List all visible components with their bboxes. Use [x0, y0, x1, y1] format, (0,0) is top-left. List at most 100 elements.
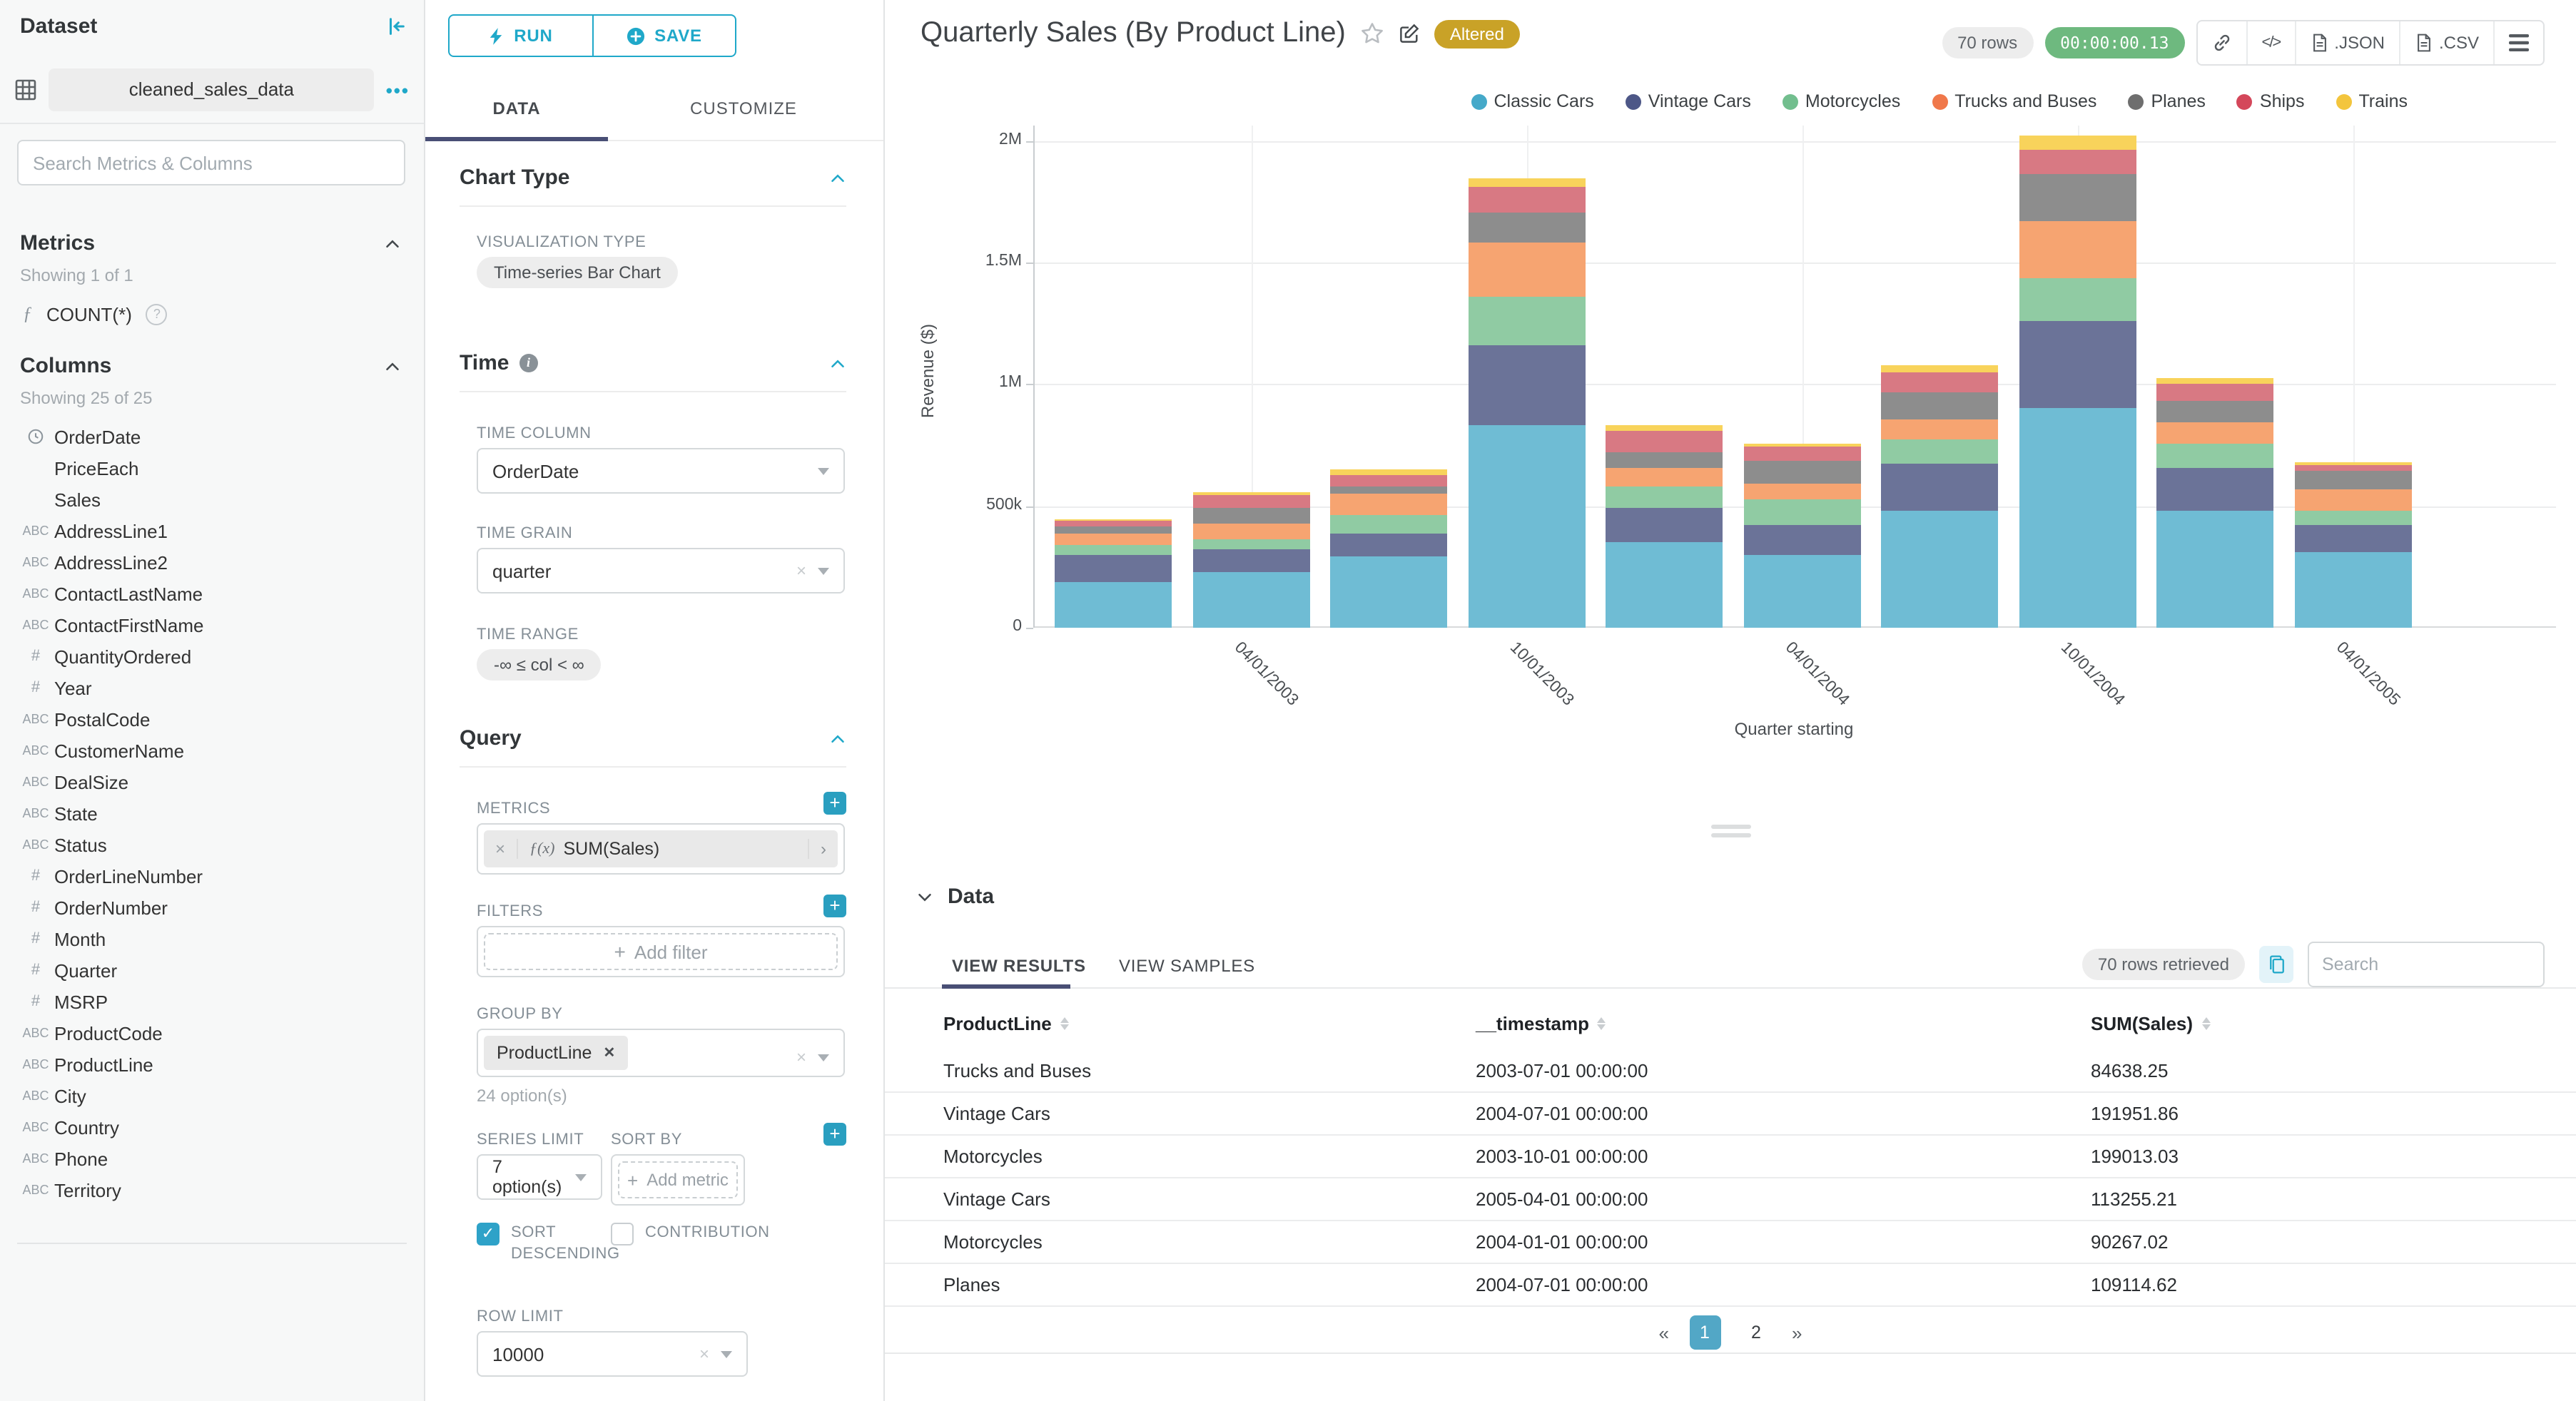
bar-segment-planes[interactable] [1468, 213, 1585, 243]
add-sort-metric-dropzone[interactable]: + Add metric [618, 1161, 738, 1198]
sort-descending-checkbox-row[interactable]: ✓ SORT DESCENDING [477, 1223, 619, 1265]
bar-segment-trucks-and-buses[interactable] [1743, 483, 1860, 499]
share-link-button[interactable] [2197, 21, 2246, 64]
bar-segment-planes[interactable] [1743, 460, 1860, 484]
export-csv-button[interactable]: .CSV [2398, 21, 2493, 64]
sort-icon[interactable] [1060, 1017, 1069, 1030]
bar-2003-04-01[interactable] [1192, 491, 1309, 628]
bar-segment-planes[interactable] [1055, 526, 1172, 534]
group-by-box[interactable]: ProductLine ✕ × [477, 1029, 845, 1077]
bar-segment-classic-cars[interactable] [1881, 510, 1998, 628]
bar-2005-04-01[interactable] [2294, 462, 2411, 628]
bar-segment-ships[interactable] [1606, 430, 1723, 452]
column-item-contactlastname[interactable]: ABC ContactLastName [0, 578, 424, 609]
bar-segment-trains[interactable] [1055, 519, 1172, 521]
bar-segment-classic-cars[interactable] [1468, 425, 1585, 628]
table-header--timestamp[interactable]: __timestamp [1476, 1013, 1606, 1034]
bar-segment-vintage-cars[interactable] [2019, 320, 2136, 409]
bar-segment-classic-cars[interactable] [2294, 552, 2411, 628]
bar-segment-vintage-cars[interactable] [1468, 345, 1585, 426]
bar-2003-07-01[interactable] [1330, 469, 1447, 628]
table-row[interactable]: Motorcycles 2003-10-01 00:00:00 199013.03 [885, 1136, 2576, 1178]
tab-customize[interactable]: CUSTOMIZE [690, 98, 797, 118]
bar-chart-plot[interactable]: 04/01/2003 10/01/2003 04/01/2004 10/01/2004… [1033, 126, 2556, 709]
bar-segment-ships[interactable] [1330, 475, 1447, 487]
columns-section-header[interactable]: Columns [20, 354, 401, 378]
bar-segment-ships[interactable] [1468, 187, 1585, 213]
bar-segment-ships[interactable] [2156, 384, 2273, 402]
column-item-country[interactable]: ABC Country [0, 1111, 424, 1143]
bar-segment-vintage-cars[interactable] [2294, 524, 2411, 553]
search-metrics-columns-input[interactable] [17, 140, 405, 185]
legend-item-vintage-cars[interactable]: Vintage Cars [1625, 91, 1751, 111]
copy-button[interactable] [2259, 946, 2293, 983]
column-item-state[interactable]: ABC State [0, 798, 424, 829]
series-limit-select[interactable]: 7 option(s) [477, 1154, 602, 1200]
remove-chip-icon[interactable]: ✕ [603, 1045, 616, 1061]
add-filter-dropzone[interactable]: + Add filter [484, 933, 838, 970]
bar-segment-trains[interactable] [2156, 377, 2273, 384]
expand-metric-icon[interactable]: › [808, 839, 838, 859]
column-item-priceeach[interactable]: PriceEach [0, 452, 424, 484]
legend-item-classic-cars[interactable]: Classic Cars [1471, 91, 1594, 111]
bar-segment-motorcycles[interactable] [1468, 296, 1585, 345]
bar-segment-motorcycles[interactable] [1606, 486, 1723, 509]
bar-segment-trucks-and-buses[interactable] [1055, 534, 1172, 545]
data-section-header[interactable]: Data [916, 885, 994, 909]
bar-segment-planes[interactable] [2156, 401, 2273, 422]
table-header-sum-sales-[interactable]: SUM(Sales) [2091, 1013, 2211, 1034]
row-limit-select[interactable]: 10000 × [477, 1331, 748, 1377]
bar-segment-trucks-and-buses[interactable] [1330, 494, 1447, 515]
bar-segment-motorcycles[interactable] [1881, 439, 1998, 464]
column-item-addressline1[interactable]: ABC AddressLine1 [0, 515, 424, 546]
bar-segment-trucks-and-buses[interactable] [1881, 419, 1998, 440]
save-button[interactable]: SAVE [592, 16, 735, 56]
bar-segment-ships[interactable] [1743, 447, 1860, 461]
legend-item-ships[interactable]: Ships [2236, 91, 2304, 111]
table-row[interactable]: Motorcycles 2004-01-01 00:00:00 90267.02 [885, 1221, 2576, 1264]
bar-segment-trucks-and-buses[interactable] [1468, 242, 1585, 297]
bar-segment-motorcycles[interactable] [1055, 544, 1172, 555]
bar-segment-trains[interactable] [1468, 178, 1585, 188]
run-button[interactable]: RUN [450, 16, 592, 56]
contribution-checkbox-row[interactable]: CONTRIBUTION [611, 1223, 770, 1245]
column-item-customername[interactable]: ABC CustomerName [0, 735, 424, 766]
bar-segment-motorcycles[interactable] [2294, 511, 2411, 525]
metric-chip[interactable]: × ƒ(x) SUM(Sales) › [484, 830, 838, 867]
column-item-addressline2[interactable]: ABC AddressLine2 [0, 546, 424, 578]
tab-view-samples[interactable]: VIEW SAMPLES [1119, 956, 1255, 976]
help-icon[interactable]: ? [146, 303, 168, 325]
legend-item-trucks-and-buses[interactable]: Trucks and Buses [1932, 91, 2096, 111]
bar-segment-trains[interactable] [2019, 136, 2136, 150]
column-item-productline[interactable]: ABC ProductLine [0, 1049, 424, 1080]
column-item-ordernumber[interactable]: # OrderNumber [0, 892, 424, 923]
bar-segment-classic-cars[interactable] [2156, 510, 2273, 628]
bar-segment-trains[interactable] [1330, 469, 1447, 476]
tab-data[interactable]: DATA [492, 98, 541, 118]
bar-segment-planes[interactable] [1192, 508, 1309, 524]
bar-segment-planes[interactable] [1881, 392, 1998, 419]
column-item-orderlinenumber[interactable]: # OrderLineNumber [0, 860, 424, 892]
pagination-page-2[interactable]: 2 [1751, 1323, 1761, 1343]
tab-view-results[interactable]: VIEW RESULTS [952, 956, 1086, 976]
time-grain-select[interactable]: quarter × [477, 548, 845, 593]
add-sort-metric-button[interactable]: + [823, 1123, 846, 1146]
dataset-more-icon[interactable]: ••• [385, 79, 410, 101]
bar-segment-trucks-and-buses[interactable] [2019, 220, 2136, 278]
info-icon[interactable]: i [519, 354, 538, 372]
table-search-input[interactable] [2308, 942, 2545, 987]
bar-segment-planes[interactable] [2019, 174, 2136, 221]
add-metric-button[interactable]: + [823, 792, 846, 815]
altered-badge[interactable]: Altered [1434, 19, 1520, 48]
bar-segment-ships[interactable] [1055, 521, 1172, 527]
bar-2004-07-01[interactable] [1881, 365, 1998, 628]
pagination-page-1[interactable]: 1 [1689, 1315, 1720, 1350]
bar-segment-vintage-cars[interactable] [1606, 508, 1723, 543]
bar-segment-trains[interactable] [2294, 462, 2411, 465]
bar-segment-classic-cars[interactable] [1743, 554, 1860, 628]
column-item-postalcode[interactable]: ABC PostalCode [0, 703, 424, 735]
favorite-star-icon[interactable] [1360, 21, 1384, 46]
pagination-next[interactable]: » [1792, 1322, 1802, 1343]
column-item-month[interactable]: # Month [0, 923, 424, 954]
table-row[interactable]: Vintage Cars 2005-04-01 00:00:00 113255.21 [885, 1178, 2576, 1221]
